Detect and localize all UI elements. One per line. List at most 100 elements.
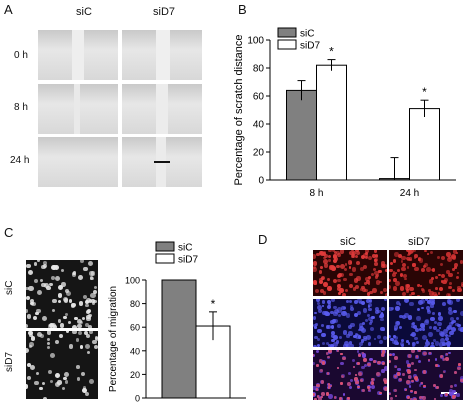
cell-dot xyxy=(361,365,365,370)
cell-dot xyxy=(352,287,357,291)
cell-dot xyxy=(314,282,317,285)
cell-dot xyxy=(82,294,88,300)
cell-dot xyxy=(422,334,428,340)
cell-dot xyxy=(342,311,347,315)
cell-dot xyxy=(36,308,41,314)
cell-dot xyxy=(454,371,457,375)
panel-c-row-label-sic: siC xyxy=(4,280,15,295)
cell-dot xyxy=(428,289,431,292)
cell-dot xyxy=(26,384,29,389)
cell-dot xyxy=(351,250,354,252)
cell-dot xyxy=(435,276,439,280)
cell-dot xyxy=(392,271,396,274)
cell-dot xyxy=(376,334,381,339)
cell-dot xyxy=(318,397,322,400)
cell-dot xyxy=(376,280,381,285)
cell-dot xyxy=(418,384,422,387)
cell-dot xyxy=(332,278,337,283)
cell-dot xyxy=(46,331,52,335)
cell-dot xyxy=(361,388,365,392)
significance-asterisk: * xyxy=(422,85,427,99)
cell-dot xyxy=(346,382,351,386)
cell-dot xyxy=(341,374,345,378)
cell-dot xyxy=(313,316,317,320)
cell-dot xyxy=(379,392,382,395)
cell-dot xyxy=(62,296,68,302)
cell-dot xyxy=(361,287,367,293)
cell-dot xyxy=(314,326,317,329)
cell-dot xyxy=(437,291,441,295)
cell-dot xyxy=(26,295,31,300)
cell-dot xyxy=(365,255,369,259)
cell-dot xyxy=(390,338,394,342)
cell-dot xyxy=(340,352,343,356)
cell-dot xyxy=(438,312,442,316)
cell-dot xyxy=(55,275,61,281)
cell-dot xyxy=(61,386,65,390)
cell-dot xyxy=(411,324,415,329)
cell-dot xyxy=(378,339,383,344)
cell-dot xyxy=(417,284,420,287)
cell-dot xyxy=(451,288,456,292)
cell-dot xyxy=(41,282,46,288)
cell-dot xyxy=(405,287,409,291)
fluorescence-blue-sic xyxy=(313,299,387,347)
cell-dot xyxy=(446,344,451,347)
cell-dot xyxy=(395,300,401,306)
cell-dot xyxy=(408,385,412,388)
panel-d-col-label-sic: siC xyxy=(340,236,356,248)
cell-dot xyxy=(459,311,463,316)
cell-dot xyxy=(449,322,453,326)
cell-dot xyxy=(396,342,399,345)
cell-dot xyxy=(316,328,322,334)
significance-asterisk: * xyxy=(211,297,216,311)
cell-dot xyxy=(444,334,448,338)
cell-dot xyxy=(389,334,392,339)
cell-dot xyxy=(412,263,416,267)
cell-dot xyxy=(455,322,459,326)
cell-dot xyxy=(343,267,348,272)
cell-dot xyxy=(404,313,409,318)
cell-dot xyxy=(429,325,433,329)
cell-dot xyxy=(368,275,372,279)
cell-dot xyxy=(404,278,407,281)
cell-dot xyxy=(337,324,341,328)
cell-dot xyxy=(77,275,83,280)
cell-dot xyxy=(370,272,375,277)
cell-dot xyxy=(362,322,366,325)
cell-dot xyxy=(331,299,336,303)
cell-dot xyxy=(448,391,454,397)
cell-dot xyxy=(37,260,41,263)
cell-dot xyxy=(454,384,458,388)
cell-dot xyxy=(63,376,67,381)
cell-dot xyxy=(57,319,62,324)
panel-a-row-label-0h: 0 h xyxy=(14,50,28,61)
cell-dot xyxy=(355,380,359,385)
cell-dot xyxy=(398,326,403,330)
cell-dot xyxy=(391,339,396,344)
cell-dot xyxy=(394,356,398,360)
cell-dot xyxy=(429,291,434,296)
cell-dot xyxy=(41,264,46,270)
cell-dot xyxy=(74,316,78,321)
cell-dot xyxy=(380,353,385,357)
cell-dot xyxy=(412,373,417,378)
cell-dot xyxy=(357,328,361,332)
cell-dot xyxy=(406,256,410,261)
cell-dot xyxy=(314,335,319,340)
cell-dot xyxy=(345,288,349,293)
cell-dot xyxy=(428,351,432,355)
cell-dot xyxy=(422,351,427,356)
cell-dot xyxy=(383,366,387,371)
cell-dot xyxy=(401,314,406,319)
legend-swatch-sid7 xyxy=(155,253,175,264)
cell-dot xyxy=(362,265,367,270)
cell-dot xyxy=(330,333,336,339)
cell-dot xyxy=(417,294,420,296)
y-tick-label: 80 xyxy=(253,64,265,75)
y-tick-label: 100 xyxy=(125,276,140,286)
cell-dot xyxy=(343,277,347,282)
cell-dot xyxy=(316,350,320,354)
cell-dot xyxy=(367,304,371,308)
cell-dot xyxy=(451,319,456,324)
